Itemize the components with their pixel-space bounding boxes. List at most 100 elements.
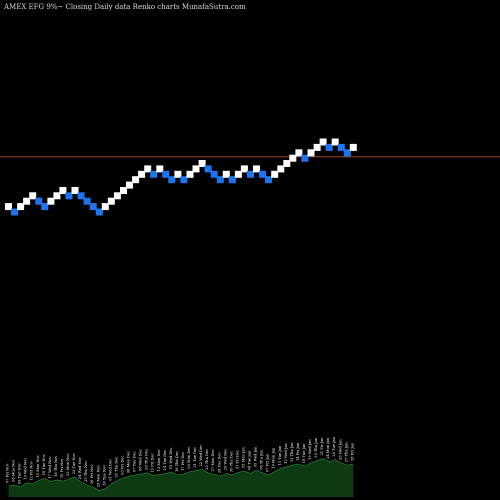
renko-brick-down xyxy=(228,176,236,184)
renko-brick-up xyxy=(120,187,127,194)
renko-brick-up xyxy=(138,170,146,178)
date-label: 19 Wed Jan xyxy=(308,439,312,460)
date-label: 03 Fri Dec xyxy=(121,456,125,475)
renko-brick-down xyxy=(343,149,351,157)
volume-line xyxy=(8,458,354,491)
date-label: 22 Mon Nov xyxy=(66,453,70,476)
date-label: 26 Wed Jan xyxy=(338,439,342,460)
date-label: 20 Mon Dec xyxy=(187,447,191,469)
renko-brick-up xyxy=(144,165,152,173)
renko-brick-up xyxy=(107,197,115,205)
date-label: 04 Tue Jan xyxy=(248,450,252,470)
renko-bricks xyxy=(5,138,357,216)
renko-brick-up xyxy=(59,187,67,194)
renko-brick-up xyxy=(53,192,61,200)
date-label: 21 Fri Jan xyxy=(320,437,324,456)
renko-brick-down xyxy=(150,170,158,178)
renko-brick-down xyxy=(77,192,85,200)
renko-brick-down xyxy=(95,208,103,216)
date-label: 13 Thu Jan xyxy=(290,442,294,462)
renko-brick-up xyxy=(5,203,12,211)
date-label: 29 Wed Dec xyxy=(223,449,227,471)
renko-brick-down xyxy=(65,192,73,200)
date-labels: 07 Fri Nov 08 Mon Nov 09 Tue Nov 10 Wed Nov… xyxy=(6,436,355,487)
date-label: 02 Thu Dec xyxy=(114,457,118,478)
renko-brick-up xyxy=(349,143,357,151)
date-label: 05 Wed Jan xyxy=(254,446,258,467)
date-label: 25 Thu Nov xyxy=(84,460,88,482)
date-label: 12 Wed Jan xyxy=(284,443,288,464)
date-label: 17 Fri Dec xyxy=(181,452,185,471)
date-label: 29 Mon Nov xyxy=(96,464,100,487)
date-label: 25 Tue Jan xyxy=(332,436,336,456)
date-label: 07 Fri Jan xyxy=(266,453,270,472)
date-label: 20 Thu Jan xyxy=(314,437,318,457)
date-label: 15 Mon Nov xyxy=(36,454,40,477)
renko-brick-up xyxy=(174,170,182,178)
date-label: 10 Mon Jan xyxy=(272,447,276,469)
renko-brick-up xyxy=(113,192,121,200)
date-label: 17 Wed Nov xyxy=(48,456,52,479)
renko-brick-up xyxy=(101,203,109,211)
date-label: 23 Tue Nov xyxy=(72,452,76,474)
renko-brick-up xyxy=(313,143,321,151)
date-label: 24 Mon Jan xyxy=(326,437,330,459)
renko-brick-up xyxy=(132,176,140,184)
renko-brick-down xyxy=(325,143,333,151)
renko-brick-up xyxy=(126,181,133,189)
renko-brick-up xyxy=(271,170,279,178)
renko-brick-up xyxy=(156,165,164,173)
date-label: 26 Fri Nov xyxy=(90,464,94,485)
renko-brick-up xyxy=(289,154,297,162)
renko-brick-down xyxy=(337,143,345,151)
date-label: 23 Thu Dec xyxy=(205,449,209,470)
renko-brick-down xyxy=(83,197,91,205)
date-label: 18 Thu Nov xyxy=(54,455,58,477)
renko-brick-down xyxy=(247,170,254,178)
renko-brick-down xyxy=(210,170,218,178)
date-label: 07 Tue Dec xyxy=(133,451,137,472)
date-label: 14 Tue Dec xyxy=(163,450,167,471)
renko-brick-down xyxy=(89,203,97,211)
renko-brick-up xyxy=(192,165,200,173)
renko-brick-up xyxy=(319,138,327,146)
renko-brick-up xyxy=(186,170,194,178)
renko-brick-up xyxy=(277,165,285,173)
renko-brick-up xyxy=(240,165,248,173)
renko-brick-up xyxy=(29,192,37,200)
renko-brick-down xyxy=(204,165,212,173)
date-label: 06 Thu Jan xyxy=(260,449,264,469)
date-label: 03 Mon Jan xyxy=(241,447,245,469)
renko-brick-down xyxy=(301,154,309,162)
renko-brick-down xyxy=(216,176,224,184)
renko-brick-down xyxy=(41,203,49,211)
renko-brick-up xyxy=(23,197,31,205)
renko-brick-up xyxy=(198,160,206,167)
date-label: 16 Tue Nov xyxy=(42,453,46,475)
renko-brick-up xyxy=(331,138,339,146)
renko-brick-down xyxy=(265,176,273,184)
date-label: 24 Wed Nov xyxy=(78,456,82,479)
renko-brick-down xyxy=(168,176,176,184)
renko-brick-up xyxy=(234,170,242,178)
date-label: 09 Thu Dec xyxy=(145,449,149,470)
date-label: 10 Wed Nov xyxy=(24,457,28,480)
date-label: 07 Fri Nov xyxy=(6,462,10,483)
renko-brick-up xyxy=(295,149,303,157)
renko-brick-up xyxy=(253,165,260,173)
volume-fill xyxy=(8,458,354,497)
date-label: 11 Tue Jan xyxy=(278,445,282,465)
renko-brick-down xyxy=(162,170,170,178)
date-label: 18 Tue Jan xyxy=(302,443,306,463)
volume-area xyxy=(8,458,354,497)
date-label: 21 Tue Dec xyxy=(193,447,197,468)
date-label: 13 Mon Dec xyxy=(157,449,161,471)
date-label: 31 Fri Dec xyxy=(235,450,239,469)
renko-brick-up xyxy=(47,197,55,205)
date-label: 14 Fri Jan xyxy=(296,442,300,461)
renko-brick-up xyxy=(307,149,315,157)
renko-brick-up xyxy=(71,187,79,194)
renko-brick-down xyxy=(11,208,19,216)
